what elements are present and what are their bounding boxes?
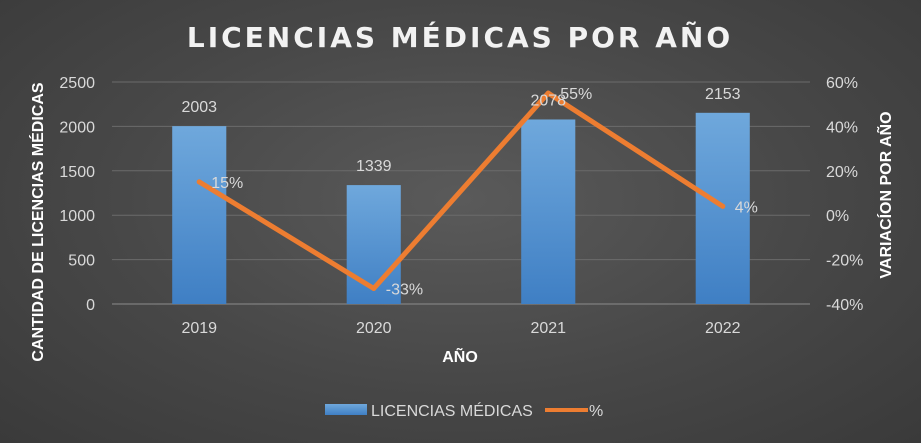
line-path <box>196 90 726 291</box>
y-tick-label: 2000 <box>59 119 95 136</box>
y-axis-title: CANTIDAD DE LICENCIAS MÉDICAS <box>28 82 47 361</box>
bar-series <box>172 112 750 304</box>
x-tick-label: 2022 <box>705 320 741 337</box>
y2-tick-label: -20% <box>826 253 863 270</box>
x-axis-ticks: 2019 2020 2021 2022 <box>181 320 740 337</box>
y-tick-label: 500 <box>68 253 95 270</box>
y2-axis-ticks: -40% -20% 0% 20% 40% 60% <box>826 75 863 314</box>
bar <box>521 119 576 304</box>
line-point <box>371 285 377 291</box>
bar <box>346 185 401 304</box>
line-series <box>196 90 726 291</box>
line-point <box>545 90 551 96</box>
line-value-label: 55% <box>560 86 592 103</box>
y2-tick-label: 20% <box>826 164 858 181</box>
y-tick-label: 1500 <box>59 164 95 181</box>
x-tick-label: 2019 <box>181 320 217 337</box>
y-tick-label: 0 <box>86 297 95 314</box>
bar-value-label: 2003 <box>181 99 217 116</box>
gridlines <box>112 81 810 305</box>
line-value-label: -33% <box>386 281 423 298</box>
line-point <box>720 203 726 209</box>
legend-line-label: % <box>589 403 603 420</box>
legend: LICENCIAS MÉDICAS % <box>325 401 603 420</box>
y2-tick-label: 60% <box>826 75 858 92</box>
y-tick-label: 2500 <box>59 75 95 92</box>
y-tick-label: 1000 <box>59 208 95 225</box>
bar <box>172 126 227 304</box>
line-value-label: 15% <box>211 175 243 192</box>
line-point <box>196 179 202 185</box>
x-tick-label: 2020 <box>356 320 392 337</box>
line-value-label: 4% <box>735 199 758 216</box>
bar-value-label: 2078 <box>530 92 566 109</box>
y2-tick-label: -40% <box>826 297 863 314</box>
y-axis-ticks: 0 500 1000 1500 2000 2500 <box>59 75 95 314</box>
chart-title: LICENCIAS MÉDICAS POR AÑO <box>187 20 733 54</box>
x-axis-title: AÑO <box>442 346 478 366</box>
y2-tick-label: 40% <box>826 119 858 136</box>
bar-value-label: 1339 <box>356 158 392 175</box>
x-tick-label: 2021 <box>530 320 566 337</box>
bar-value-label: 2153 <box>705 86 741 103</box>
legend-bar-swatch <box>325 404 367 415</box>
legend-bar-label: LICENCIAS MÉDICAS <box>371 401 533 420</box>
y2-axis-title: VARIACÍON POR AÑO <box>875 111 895 278</box>
y2-tick-label: 0% <box>826 208 849 225</box>
data-labels: 2003 1339 2078 2153 15% -33% 55% 4% <box>181 86 757 299</box>
